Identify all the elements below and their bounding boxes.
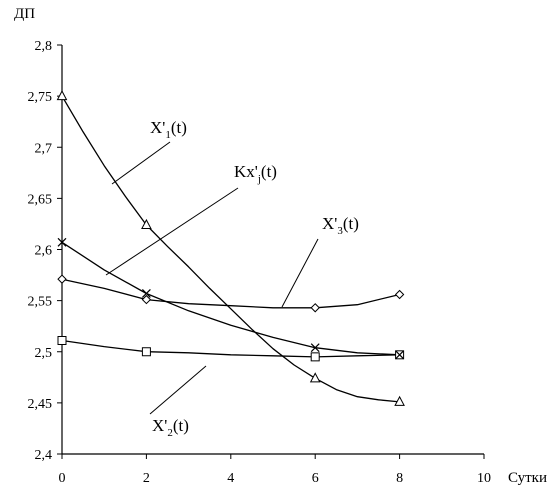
series-line-x2	[62, 341, 400, 357]
point-x1	[58, 91, 67, 100]
y-tick-label: 2,75	[28, 90, 53, 105]
point-x3	[58, 275, 66, 283]
x-tick-label: 2	[143, 471, 150, 486]
series-label-kxj: Kx'j(t)	[234, 162, 277, 185]
x-tick-label: 6	[312, 471, 319, 486]
point-x2	[58, 337, 66, 345]
series-label-x3: X'3(t)	[322, 214, 359, 237]
point-x2	[311, 353, 319, 361]
leader-line-kxj	[106, 188, 238, 275]
y-axis-title: ДП	[14, 6, 35, 22]
series-line-kxj	[62, 242, 400, 354]
x-tick-label: 0	[59, 471, 66, 486]
markers-layer	[58, 91, 405, 405]
point-x1	[311, 373, 320, 382]
curves-layer	[62, 96, 400, 402]
axes-layer: 2,4 2,45 2,5 2,55 2,6 2,65 2,7 2,75 2,8 0 2 4 6 8 10 ДП…	[14, 6, 547, 486]
point-x2	[142, 348, 150, 356]
y-tick-label: 2,65	[28, 192, 53, 207]
y-tick-label: 2,5	[35, 346, 53, 361]
y-tick-label: 2,6	[35, 244, 53, 259]
leader-line-x3	[282, 239, 318, 307]
y-tick-label: 2,55	[28, 295, 53, 310]
x-axis-title: Сутки	[508, 470, 547, 486]
leader-line-x2	[150, 366, 206, 414]
y-tick-label: 2,7	[35, 141, 53, 156]
leader-line-x1	[112, 142, 170, 184]
x-tick-label: 10	[477, 471, 491, 486]
x-tick-label: 4	[227, 471, 234, 486]
point-x3	[311, 304, 319, 312]
point-x3	[396, 290, 404, 298]
series-line-x3	[62, 279, 400, 308]
x-tick-label: 8	[396, 471, 403, 486]
labels-layer: X'1(t) X'2(t) X'3(t) Kx'j(t)	[106, 118, 359, 439]
series-label-x1: X'1(t)	[150, 118, 187, 141]
y-tick-label: 2,8	[35, 39, 53, 54]
y-tick-label: 2,45	[28, 397, 53, 412]
y-tick-label: 2,4	[35, 448, 53, 463]
series-label-x2: X'2(t)	[152, 416, 189, 439]
